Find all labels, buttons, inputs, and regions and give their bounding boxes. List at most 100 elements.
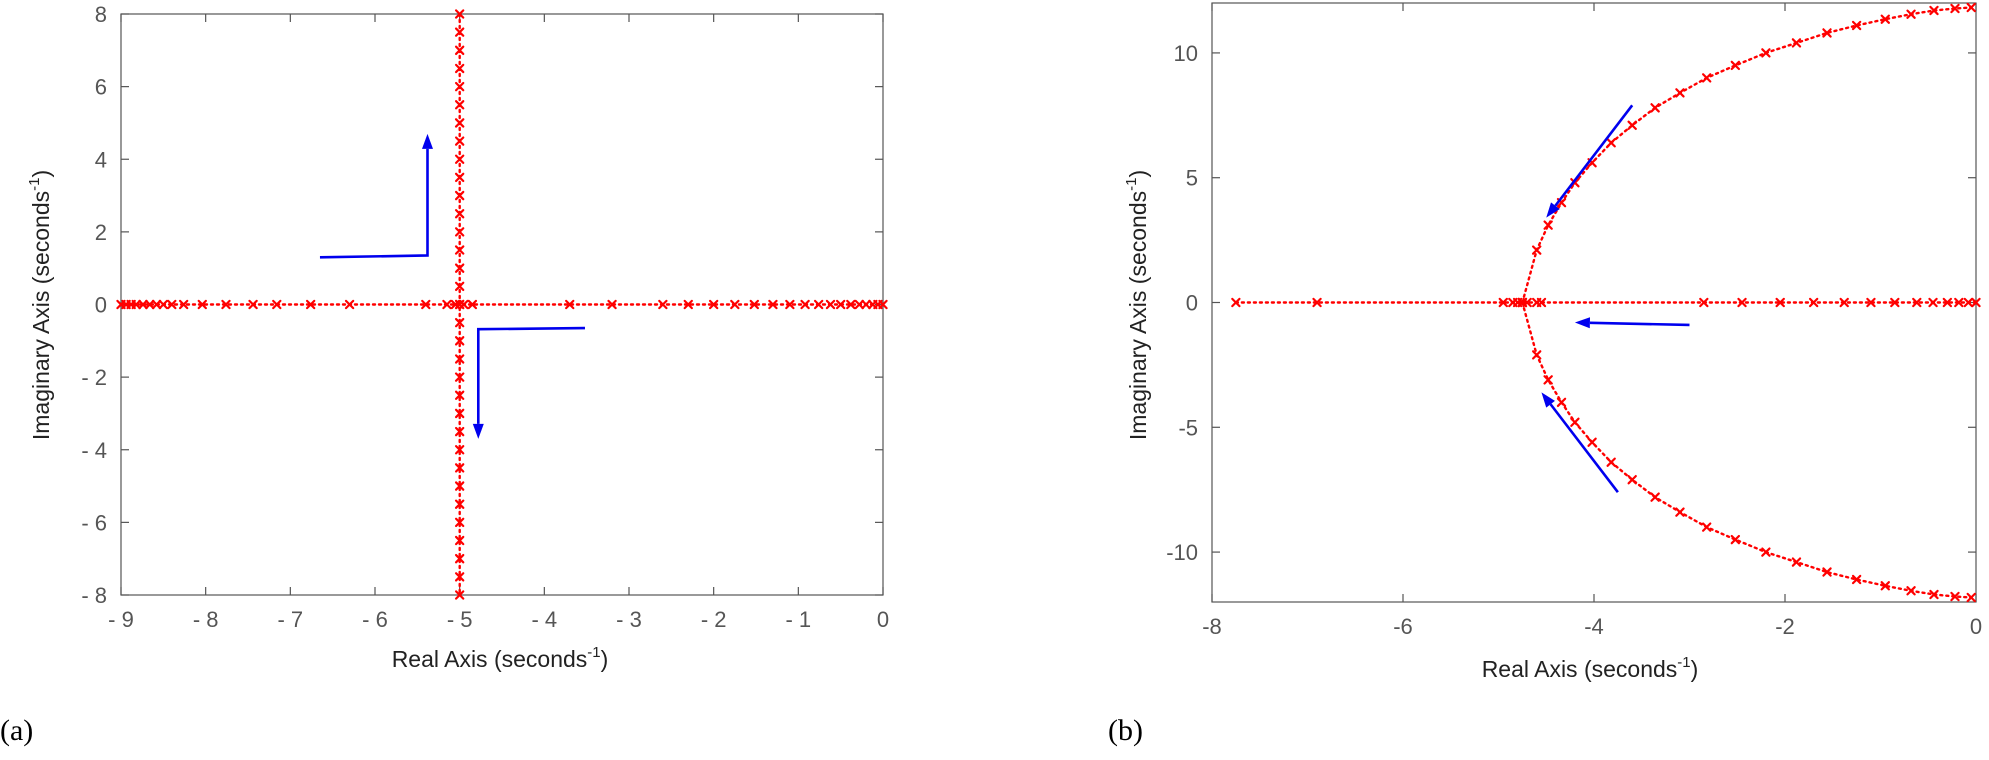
pole-marker-a-1-22 — [454, 408, 465, 419]
pole-marker-b-0-14 — [1866, 297, 1876, 308]
pole-marker-a-0-16 — [421, 299, 431, 310]
pole-marker-a-0-17 — [442, 299, 452, 310]
direction-arrow-b-1 — [1574, 317, 1690, 329]
pole-marker-b-2-8 — [1650, 492, 1660, 502]
pole-marker-b-1-14 — [1822, 28, 1832, 38]
pole-marker-a-0-6 — [151, 299, 162, 310]
pole-marker-b-0-0 — [1231, 297, 1241, 308]
pole-marker-a-1-2 — [454, 45, 465, 56]
pole-marker-a-1-21 — [454, 390, 465, 400]
direction-arrow-b-0 — [1546, 104, 1634, 218]
pole-marker-a-0-26 — [708, 299, 719, 310]
pole-marker-b-0-16 — [1912, 297, 1922, 308]
pole-marker-b-2-1 — [1531, 350, 1542, 360]
pole-marker-b-2-2 — [1543, 375, 1553, 385]
pole-marker-b-2-11 — [1730, 534, 1741, 545]
y-tick-label-a-7: - 6 — [81, 510, 107, 535]
x-tick-label-a-6: - 3 — [616, 607, 642, 632]
pole-marker-b-1-1 — [1531, 245, 1542, 255]
x-axis-label-a: Real Axis (seconds-1) — [392, 644, 609, 672]
pole-marker-a-1-31 — [454, 572, 465, 582]
pole-marker-a-0-36 — [854, 299, 864, 310]
pole-marker-a-0-3 — [131, 299, 141, 310]
pole-marker-a-0-11 — [221, 299, 231, 310]
pole-marker-b-2-6 — [1606, 457, 1616, 467]
pole-marker-a-1-9 — [454, 172, 465, 183]
pole-marker-a-1-18 — [454, 336, 465, 346]
y-tick-label-b-1: 5 — [1186, 166, 1198, 191]
pole-marker-a-1-32 — [454, 590, 465, 600]
pole-marker-a-0-32 — [813, 299, 824, 310]
x-tick-label-a-9: 0 — [877, 607, 889, 632]
pole-marker-b-2-18 — [1929, 589, 1939, 600]
y-tick-label-a-5: - 2 — [81, 365, 107, 390]
x-tick-label-b-3: -2 — [1775, 614, 1795, 639]
y-tick-label-a-6: - 4 — [81, 438, 107, 463]
x-tick-label-a-7: - 2 — [701, 607, 727, 632]
pole-marker-a-1-26 — [454, 481, 465, 491]
y-tick-label-a-1: 6 — [95, 75, 107, 100]
x-axis-unit-exponent-a: -1 — [587, 644, 600, 661]
y-axis-unit-exponent-b: -1 — [1123, 178, 1140, 191]
pole-marker-b-0-18 — [1942, 297, 1953, 308]
pole-marker-b-1-10 — [1701, 73, 1712, 83]
pole-marker-b-1-15 — [1851, 20, 1862, 31]
chart-b: -8 -6 -4 -2 0 10 5 0 -5 -10 Real Axis (seconds-1)… — [1108, 2, 1982, 747]
series-a — [116, 9, 888, 600]
x-tick-label-a-3: - 6 — [362, 607, 388, 632]
x-tick-label-a-8: - 1 — [785, 607, 811, 632]
y-tick-label-a-3: 2 — [95, 220, 107, 245]
pole-marker-a-0-28 — [749, 299, 760, 310]
y-tick-label-a-2: 4 — [95, 147, 107, 172]
pole-marker-a-0-12 — [248, 299, 258, 310]
x-tick-label-a-2: - 7 — [277, 607, 303, 632]
pole-marker-b-2-13 — [1791, 557, 1802, 567]
pole-marker-a-0-30 — [785, 299, 795, 310]
pole-marker-a-0-25 — [683, 299, 693, 310]
pole-marker-b-2-17 — [1906, 586, 1916, 596]
arrows-a — [319, 133, 585, 439]
y-tick-label-a-4: 0 — [95, 293, 107, 318]
pole-marker-a-1-6 — [454, 118, 465, 128]
pole-marker-a-0-23 — [607, 299, 617, 310]
direction-arrow-b-2 — [1541, 392, 1619, 493]
pole-marker-a-1-11 — [454, 209, 465, 219]
pole-marker-a-0-24 — [658, 299, 668, 310]
pole-marker-a-0-27 — [730, 299, 740, 310]
pole-marker-b-1-16 — [1880, 14, 1890, 24]
pole-marker-b-0-1 — [1312, 297, 1322, 308]
pole-marker-a-1-5 — [454, 100, 465, 110]
pole-marker-b-2-4 — [1570, 417, 1580, 427]
pole-marker-b-1-17 — [1906, 9, 1916, 19]
pole-marker-b-1-19 — [1950, 3, 1960, 14]
pole-marker-b-2-10 — [1701, 522, 1712, 532]
arrows-b — [1541, 104, 1690, 493]
pole-marker-a-1-23 — [454, 426, 465, 437]
pole-marker-b-1-7 — [1627, 120, 1637, 130]
pole-marker-b-2-5 — [1587, 437, 1597, 447]
pole-marker-b-1-9 — [1675, 88, 1685, 98]
series-b — [1231, 2, 1981, 603]
pole-marker-b-0-8 — [1536, 297, 1547, 308]
pole-marker-a-0-13 — [272, 299, 282, 310]
x-tick-label-b-1: -6 — [1393, 614, 1413, 639]
x-tick-label-a-5: - 4 — [531, 607, 557, 632]
pole-marker-a-0-7 — [158, 299, 169, 310]
y-tick-label-b-2: 0 — [1186, 291, 1198, 316]
y-tick-label-a-8: - 8 — [81, 583, 107, 608]
pole-marker-a-1-1 — [454, 27, 465, 37]
x-tick-label-a-1: - 8 — [193, 607, 219, 632]
x-tick-label-b-2: -4 — [1584, 614, 1604, 639]
y-axis-label-b: Imaginary Axis (seconds-1) — [1123, 170, 1151, 440]
pole-marker-b-1-8 — [1650, 103, 1660, 113]
pole-marker-b-0-17 — [1928, 297, 1938, 308]
pole-marker-b-0-12 — [1808, 297, 1819, 308]
locus-line-b-2 — [1521, 301, 1973, 599]
pole-marker-b-2-16 — [1880, 581, 1890, 591]
pole-marker-a-1-17 — [454, 317, 465, 328]
x-tick-label-b-4: 0 — [1970, 614, 1982, 639]
pole-marker-b-1-12 — [1761, 48, 1771, 58]
pole-marker-b-1-18 — [1929, 5, 1939, 16]
pole-marker-a-0-37 — [861, 299, 871, 310]
